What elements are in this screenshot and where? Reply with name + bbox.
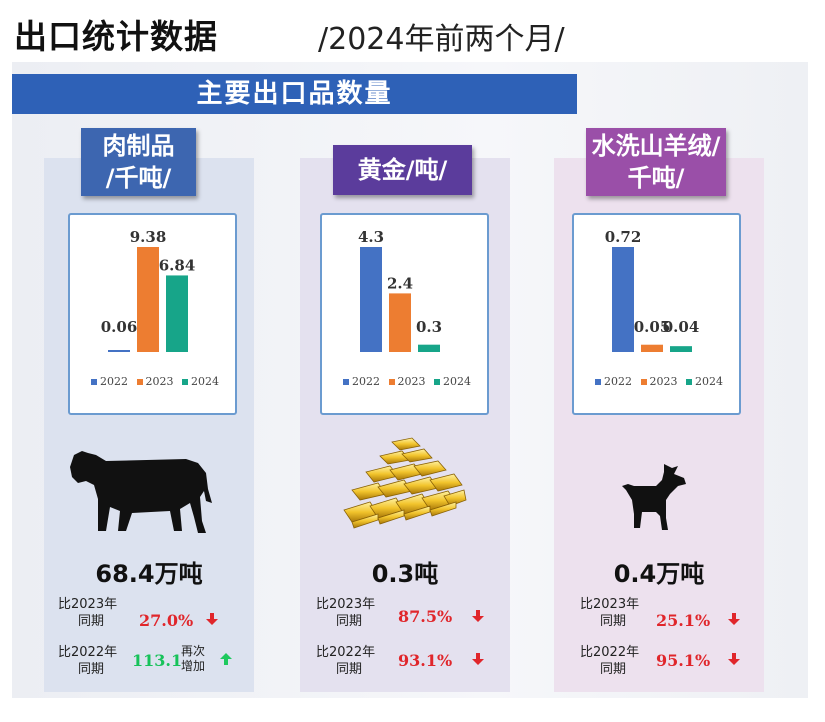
down-arrow-icon [472,610,484,622]
bar-chart-cashmere: 0.72 0.050.04 [605,228,700,352]
product-label-line: 千吨/ [627,164,685,192]
value-label: 0.04 [663,318,700,336]
goat-icon [622,464,686,530]
product-label-line: 黄金/吨/ [357,156,448,184]
product-label-line: 肉制品 [102,132,175,160]
value-label: 6.84 [159,256,196,274]
bar-2024 [166,275,188,352]
section-banner: 主要出口品数量 [12,74,577,114]
product-label-line: 水洗山羊绒/ [591,132,721,160]
legend-label: 2023 [397,375,426,388]
product-label-cashmere: 水洗山羊绒/ 千吨/ [586,128,726,196]
legend-label: 2022 [100,375,128,388]
compare-2022-label: 比2022年 同期 [316,644,375,678]
compare-2023-label: 比2023年 同期 [58,596,117,630]
down-arrow-icon [728,653,740,665]
legend-swatch-2022 [343,378,349,385]
legend-label: 2022 [604,375,632,388]
up-arrow-icon [220,653,232,665]
legend-swatch-2024 [686,378,692,385]
chart-legend: 2022 2023 2024 [574,375,739,388]
total-gold: 0.3吨 [371,560,439,588]
compare-2022-label: 比2022年 同期 [58,644,117,678]
compare-label-line: 同期 [78,662,105,677]
note-line: 增加 [181,659,206,673]
legend-swatch-2022 [595,378,601,385]
chart-legend: 2022 2023 2024 [322,375,487,388]
value-label: 9.38 [130,228,167,246]
legend-label: 2023 [649,375,678,388]
chart-legend: 2022 2023 2024 [70,375,235,388]
legend-label: 2024 [695,375,723,388]
legend-label: 2024 [191,375,219,388]
chart-cashmere: 0.72 0.05 0.04 2022 2023 2024 [572,213,741,415]
total-cashmere: 0.4万吨 [613,560,705,588]
product-label-gold: 黄金/吨/ [333,145,472,195]
compare-2023-label: 比2023年 同期 [316,596,375,630]
bar-2023 [641,344,663,352]
compare-2023-value: 87.5% [398,607,453,626]
compare-label-line: 同期 [600,662,627,677]
bar-2023 [137,247,159,352]
cow-icon [70,451,212,533]
page-subtitle: /2024年前两个月/ [318,22,565,57]
compare-2023-label: 比2023年 同期 [580,596,639,630]
legend-label: 2022 [352,375,380,388]
value-label: 0.72 [605,228,642,246]
compare-label-line: 比2022年 [580,645,640,660]
bar-2022 [612,247,634,352]
value-label: 4.3 [358,228,384,246]
compare-label-line: 比2023年 [58,597,118,612]
bar-chart-meat: 0.06 9.38 6.84 [101,228,196,352]
legend-swatch-2024 [182,378,188,385]
compare-2022-label: 比2022年 同期 [580,644,639,678]
compare-2023-value: 25.1% [656,611,711,630]
compare-label-line: 比2022年 [316,645,376,660]
legend-swatch-2022 [91,378,97,385]
compare-label-line: 同期 [78,614,105,629]
compare-2022-value: 93.1% [398,651,453,670]
compare-2023-value: 27.0% [139,611,194,630]
total-meat: 68.4万吨 [95,560,203,588]
compare-label-line: 比2022年 [58,645,118,660]
bar-2024 [418,344,440,352]
legend-swatch-2023 [640,378,647,385]
value-label: 0.3 [416,318,442,336]
value-label: 0.06 [101,318,138,336]
compare-label-line: 同期 [336,614,363,629]
legend-swatch-2023 [388,378,395,385]
bar-2023 [389,293,411,352]
page-title: 出口统计数据 [14,17,218,56]
compare-label-line: 同期 [600,614,627,629]
down-arrow-icon [472,653,484,665]
legend-swatch-2023 [136,378,143,385]
legend-label: 2023 [145,375,174,388]
chart-gold: 4.3 2.4 0.3 2022 2023 2024 [320,213,489,415]
chart-meat: 0.06 9.38 6.84 2022 2023 2024 [68,213,237,415]
compare-2022-value: 95.1% [656,651,711,670]
compare-label-line: 比2023年 [316,597,376,612]
product-label-meat: 肉制品 /千吨/ [81,128,196,196]
down-arrow-icon [206,613,218,625]
gold-bars-icon [343,437,467,529]
note-line: 再次 [181,644,206,658]
bar-chart-gold: 4.3 2.4 0.3 [358,228,442,352]
product-label-line: /千吨/ [105,164,172,192]
compare-2022-note: 再次 增加 [181,644,205,674]
compare-label-line: 比2023年 [580,597,640,612]
legend-label: 2024 [443,375,471,388]
value-label: 0.05 [634,318,671,336]
bar-2022 [108,350,130,352]
down-arrow-icon [728,613,740,625]
value-label: 2.4 [387,274,413,292]
bar-2024 [670,346,692,352]
legend-swatch-2024 [434,378,440,385]
bar-2022 [360,247,382,352]
compare-2022-value: 113.1 [132,651,183,670]
compare-label-line: 同期 [336,662,363,677]
